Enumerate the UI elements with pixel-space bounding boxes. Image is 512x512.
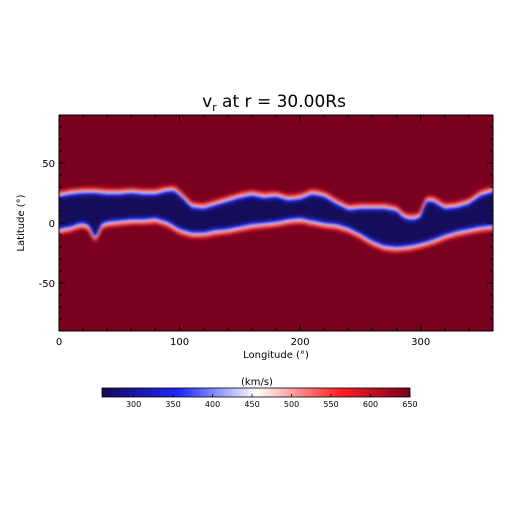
x-tick-label: 100	[170, 337, 189, 348]
y-tick-label: -50	[39, 279, 55, 290]
heatmap-band-slow-core	[59, 192, 493, 245]
x-tick-label: 200	[291, 337, 310, 348]
colorbar-tick-label: 450	[244, 400, 259, 409]
colorbar-tick-label: 400	[205, 400, 220, 409]
chart-title-rest: at r = 30.00Rs	[217, 92, 346, 112]
y-tick-label: 0	[49, 219, 55, 230]
chart-title-subscript: r	[212, 101, 217, 114]
x-axis-label: Longitude (°)	[243, 350, 309, 361]
colorbar-title: (km/s)	[241, 377, 273, 388]
colorbar: (km/s) 300 350 400 450 500 550 600 650	[101, 377, 418, 409]
x-axis: 0 100 200 300	[56, 115, 494, 348]
chart-title: vr at r = 30.00Rs	[202, 92, 346, 114]
y-axis: -50 0 50	[39, 126, 493, 320]
colorbar-tick-label: 600	[363, 400, 378, 409]
colorbar-gradient	[101, 387, 411, 398]
colorbar-tick-label: 500	[284, 400, 299, 409]
x-tick-label: 0	[56, 337, 62, 348]
colorbar-tick-label: 350	[165, 400, 180, 409]
chart-title-prefix: v	[202, 92, 212, 112]
colorbar-tick-label: 300	[126, 400, 141, 409]
y-axis-label: Latitude (°)	[16, 194, 27, 251]
colorbar-tick-label: 550	[323, 400, 338, 409]
colorbar-tick-label: 650	[402, 400, 417, 409]
colorbar-ticks: 300 350 400 450 500 550 600 650	[126, 394, 418, 409]
plot-area	[59, 115, 493, 331]
x-tick-label: 300	[411, 337, 430, 348]
y-tick-label: 50	[42, 159, 55, 170]
